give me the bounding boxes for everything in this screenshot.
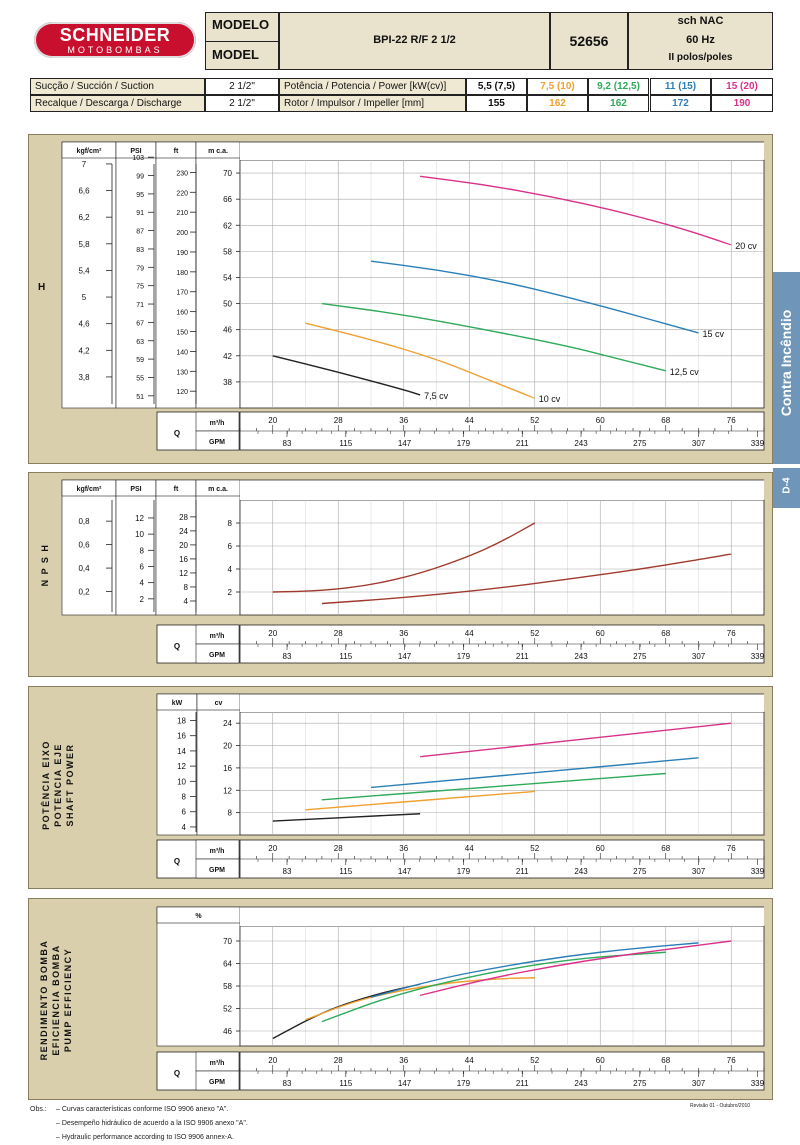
power-value-2: 9,2 (12,5)	[588, 78, 649, 95]
section-tab-label: Contra Incêndio	[778, 309, 794, 417]
brand-logo: SCHNEIDER MOTOBOMBAS	[34, 22, 196, 58]
eff-title-1: RENDIMENTO BOMBA	[39, 939, 49, 1061]
impeller-value-3: 172	[650, 95, 711, 112]
head-panel	[28, 134, 773, 464]
obs-note-1: – Curvas características conforme ISO 99…	[56, 1106, 229, 1113]
obs-label: Obs.:	[30, 1106, 47, 1113]
power-title-2: POTENCIA EJE	[53, 743, 63, 827]
obs-note-3: – Hydraulic performance according to ISO…	[56, 1134, 234, 1141]
revision-note: Revisão 01 - Outubro/2010	[690, 1103, 751, 1109]
power-value-4: 15 (20)	[711, 78, 773, 95]
power-title-3: SHAFT POWER	[65, 743, 75, 827]
eff-title-3: PUMP EFFICIENCY	[63, 947, 73, 1053]
brand-name: SCHNEIDER	[59, 25, 171, 45]
npsh-axis-title: N P S H	[40, 543, 50, 587]
page-code: D-4	[781, 477, 793, 494]
power-panel	[28, 686, 773, 889]
efficiency-panel	[28, 898, 773, 1100]
power-axis-title: POTÊNCIA EIXO POTENCIA EJE SHAFT POWER	[36, 722, 96, 852]
model-label: MODEL	[212, 47, 259, 62]
page-code-tab: D-4	[773, 468, 800, 508]
power-value-1: 7,5 (10)	[527, 78, 588, 95]
suction-value: 2 1/2"	[205, 78, 279, 95]
model-code: 52656	[569, 33, 609, 49]
header-code-box	[550, 12, 628, 70]
npsh-panel	[28, 472, 773, 677]
eff-title-2: EFICIENCIA BOMBA	[51, 944, 61, 1056]
power-value-0: 5,5 (7,5)	[466, 78, 527, 95]
spec-line-2: 60 Hz	[686, 34, 715, 46]
power-label: Potência / Potencia / Power [kW(cv)]	[279, 78, 466, 95]
impeller-label: Rotor / Impulsor / Impeller [mm]	[279, 95, 466, 112]
power-title-1: POTÊNCIA EIXO	[41, 740, 51, 830]
spec-line-3: II polos/poles	[668, 52, 733, 63]
modelo-label: MODELO	[212, 17, 270, 32]
model-value: BPI-22 R/F 2 1/2	[373, 34, 456, 46]
brand-subname: MOTOBOMBAS	[67, 45, 163, 55]
efficiency-axis-title: RENDIMENTO BOMBA EFICIENCIA BOMBA PUMP E…	[36, 935, 96, 1065]
header-model-box	[279, 12, 550, 70]
header-spec-box	[628, 12, 773, 70]
suction-label: Sucção / Succión / Suction	[30, 78, 205, 95]
section-tab[interactable]: Contra Incêndio	[773, 272, 800, 464]
impeller-value-2: 162	[588, 95, 649, 112]
spec-line-1: sch NAC	[677, 15, 724, 27]
discharge-label: Recalque / Descarga / Discharge	[30, 95, 205, 112]
impeller-value-1: 162	[527, 95, 588, 112]
header-divider	[205, 41, 279, 42]
head-axis-title: H	[38, 282, 46, 293]
impeller-value-0: 155	[466, 95, 527, 112]
obs-note-2: – Desempeño hidráulico de acuerdo a la I…	[56, 1120, 248, 1127]
discharge-value: 2 1/2"	[205, 95, 279, 112]
power-value-3: 11 (15)	[650, 78, 711, 95]
impeller-value-4: 190	[711, 95, 773, 112]
